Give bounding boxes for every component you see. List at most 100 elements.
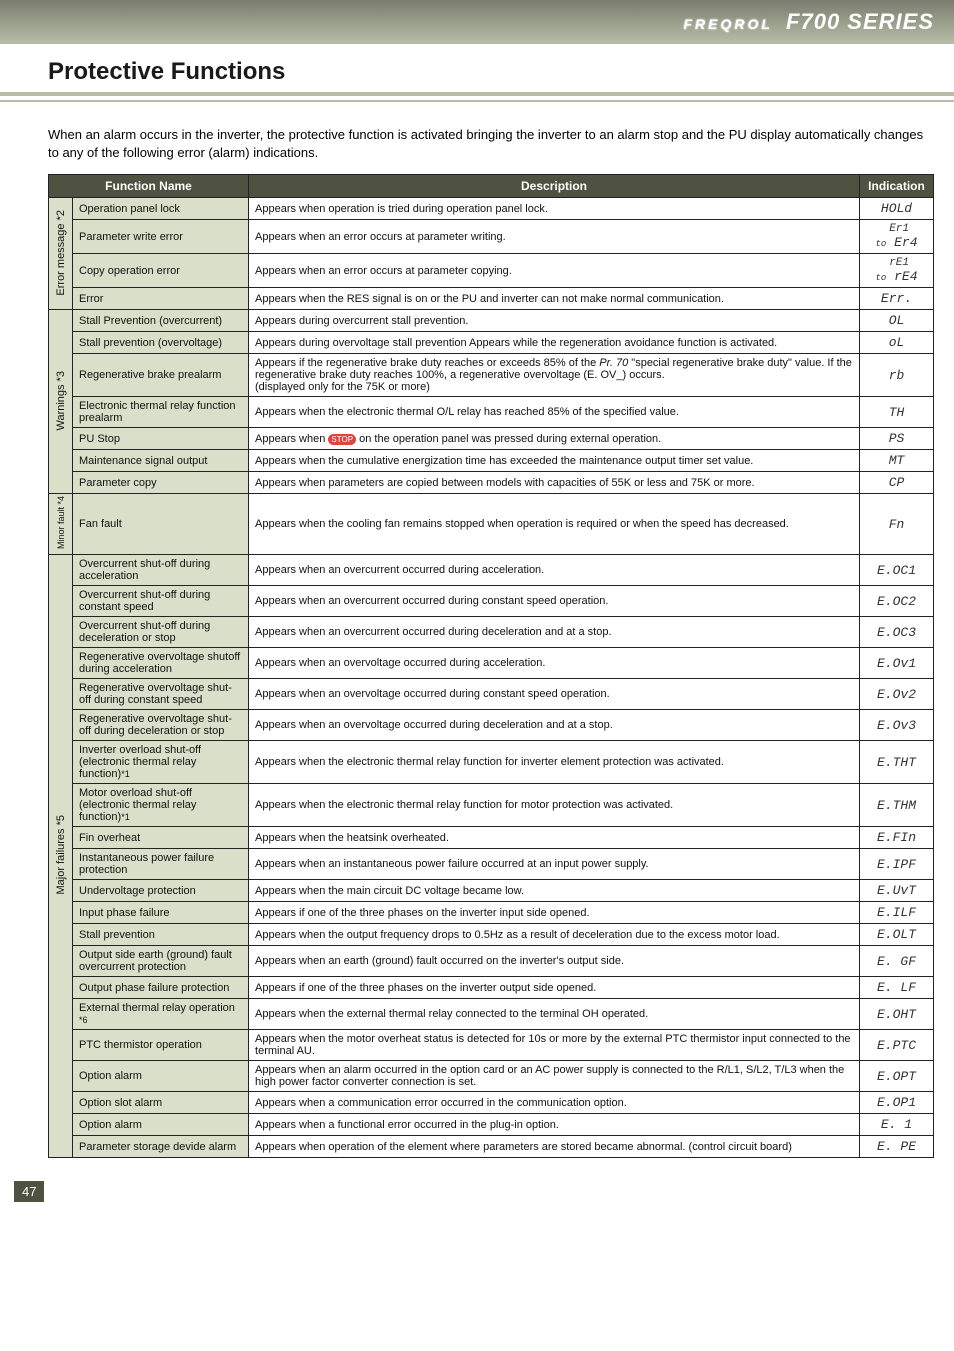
fn-cell: PU Stop	[73, 428, 249, 450]
fn-cell: Parameter storage devide alarm	[73, 1136, 249, 1158]
desc-cell: Appears when operation is tried during o…	[249, 198, 860, 220]
desc-cell: Appears during overcurrent stall prevent…	[249, 310, 860, 332]
desc-cell: Appears when the RES signal is on or the…	[249, 288, 860, 310]
col-description: Description	[249, 175, 860, 198]
table-row: Error message *2 Operation panel lock Ap…	[49, 198, 934, 220]
ind-cell: PS	[860, 428, 934, 450]
ind-cell: E.THT	[860, 741, 934, 784]
ind-cell: E. 1	[860, 1114, 934, 1136]
ind-cell: CP	[860, 472, 934, 494]
table-row: Parameter copy Appears when parameters a…	[49, 472, 934, 494]
desc-cell: Appears when an error occurs at paramete…	[249, 220, 860, 254]
desc-cell: Appears when operation of the element wh…	[249, 1136, 860, 1158]
table-row: Output phase failure protection Appears …	[49, 977, 934, 999]
fn-cell: Instantaneous power failure protection	[73, 849, 249, 880]
ind-cell: E.ILF	[860, 902, 934, 924]
desc-cell: Appears when an overcurrent occurred dur…	[249, 586, 860, 617]
table-row: PU Stop Appears when STOP on the operati…	[49, 428, 934, 450]
stop-button-icon: STOP	[328, 434, 356, 445]
fn-cell: Fin overheat	[73, 827, 249, 849]
ind-cell: E.Ov2	[860, 679, 934, 710]
ind-cell: OL	[860, 310, 934, 332]
table-row: PTC thermistor operation Appears when th…	[49, 1030, 934, 1061]
page-number: 47	[14, 1181, 44, 1202]
fn-cell: Option alarm	[73, 1114, 249, 1136]
protective-functions-table: Function Name Description Indication Err…	[48, 174, 934, 1158]
table-row: Minor fault *4 Fan fault Appears when th…	[49, 494, 934, 555]
table-row: Regenerative overvoltage shut-off during…	[49, 710, 934, 741]
fn-cell: Motor overload shut-off (electronic ther…	[73, 784, 249, 827]
table-row: Regenerative overvoltage shut-off during…	[49, 679, 934, 710]
category-warnings: Warnings *3	[49, 310, 73, 494]
table-header-row: Function Name Description Indication	[49, 175, 934, 198]
fn-cell: Output side earth (ground) fault overcur…	[73, 946, 249, 977]
fn-cell: Input phase failure	[73, 902, 249, 924]
table-row: Option alarm Appears when an alarm occur…	[49, 1061, 934, 1092]
desc-cell: Appears when a functional error occurred…	[249, 1114, 860, 1136]
table-container: Function Name Description Indication Err…	[0, 174, 954, 1158]
ind-cell: Er1to Er4	[860, 220, 934, 254]
ind-cell: rb	[860, 354, 934, 397]
table-row: Error Appears when the RES signal is on …	[49, 288, 934, 310]
series-prefix: FREQROL	[683, 16, 772, 32]
desc-cell: Appears when the cumulative energization…	[249, 450, 860, 472]
page-footer: 47	[0, 1172, 954, 1202]
ind-cell: Fn	[860, 494, 934, 555]
desc-cell: Appears when the motor overheat status i…	[249, 1030, 860, 1061]
ind-cell: E.OPT	[860, 1061, 934, 1092]
table-row: Regenerative brake prealarm Appears if t…	[49, 354, 934, 397]
title-underline	[0, 100, 954, 102]
fn-cell: Undervoltage protection	[73, 880, 249, 902]
fn-cell: Error	[73, 288, 249, 310]
desc-cell: Appears when a communication error occur…	[249, 1092, 860, 1114]
desc-cell: Appears when an alarm occurred in the op…	[249, 1061, 860, 1092]
fn-cell: Regenerative overvoltage shut-off during…	[73, 679, 249, 710]
ind-cell: TH	[860, 397, 934, 428]
fn-cell: Overcurrent shut-off during constant spe…	[73, 586, 249, 617]
desc-cell: Appears when an instantaneous power fail…	[249, 849, 860, 880]
fn-cell: Overcurrent shut-off during deceleration…	[73, 617, 249, 648]
intro-text: When an alarm occurs in the inverter, th…	[0, 126, 954, 174]
table-row: Copy operation error Appears when an err…	[49, 254, 934, 288]
fn-cell: Regenerative brake prealarm	[73, 354, 249, 397]
desc-cell: Appears when the electronic thermal O/L …	[249, 397, 860, 428]
table-row: Parameter storage devide alarm Appears w…	[49, 1136, 934, 1158]
ind-cell: Err.	[860, 288, 934, 310]
desc-cell: Appears when an overvoltage occurred dur…	[249, 710, 860, 741]
ind-cell: E.OC2	[860, 586, 934, 617]
fn-cell: Parameter write error	[73, 220, 249, 254]
table-row: Major failures *5 Overcurrent shut-off d…	[49, 555, 934, 586]
desc-cell: Appears when the external thermal relay …	[249, 999, 860, 1030]
ind-cell: E.IPF	[860, 849, 934, 880]
fn-cell: External thermal relay operation *6	[73, 999, 249, 1030]
fn-cell: Electronic thermal relay function preala…	[73, 397, 249, 428]
ind-cell: E.OP1	[860, 1092, 934, 1114]
fn-cell: Output phase failure protection	[73, 977, 249, 999]
desc-cell: Appears when an earth (ground) fault occ…	[249, 946, 860, 977]
desc-cell: Appears when an overvoltage occurred dur…	[249, 648, 860, 679]
table-row: Stall prevention Appears when the output…	[49, 924, 934, 946]
fn-cell: Regenerative overvoltage shut-off during…	[73, 710, 249, 741]
desc-cell: Appears when the electronic thermal rela…	[249, 784, 860, 827]
fn-cell: Stall prevention	[73, 924, 249, 946]
ind-cell: E.PTC	[860, 1030, 934, 1061]
desc-cell: Appears when the cooling fan remains sto…	[249, 494, 860, 555]
desc-cell: Appears when STOP on the operation panel…	[249, 428, 860, 450]
ind-cell: rE1to rE4	[860, 254, 934, 288]
ind-cell: E.OLT	[860, 924, 934, 946]
fn-cell: Fan fault	[73, 494, 249, 555]
col-indication: Indication	[860, 175, 934, 198]
category-major-failures: Major failures *5	[49, 555, 73, 1158]
series-badge: FREQROL F700 SERIES	[683, 9, 934, 35]
table-row: Overcurrent shut-off during constant spe…	[49, 586, 934, 617]
ind-cell: oL	[860, 332, 934, 354]
ind-cell: E.OC1	[860, 555, 934, 586]
desc-cell: Appears when an overcurrent occurred dur…	[249, 555, 860, 586]
table-row: Electronic thermal relay function preala…	[49, 397, 934, 428]
series-label: F700 SERIES	[786, 9, 934, 34]
desc-cell: Appears when the main circuit DC voltage…	[249, 880, 860, 902]
fn-cell: Maintenance signal output	[73, 450, 249, 472]
table-row: Output side earth (ground) fault overcur…	[49, 946, 934, 977]
table-row: Inverter overload shut-off (electronic t…	[49, 741, 934, 784]
ind-cell: E. PE	[860, 1136, 934, 1158]
